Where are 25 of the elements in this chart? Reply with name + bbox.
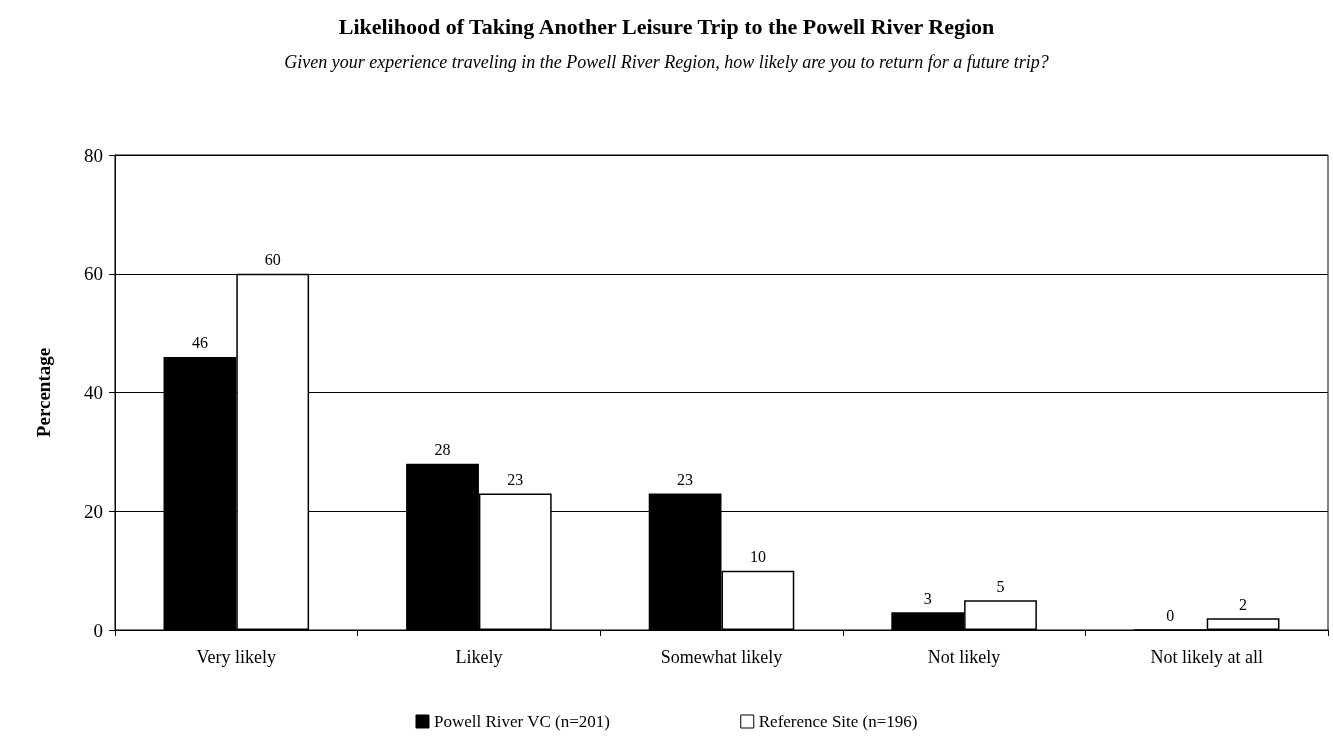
legend-label: Reference Site (n=196) (758, 712, 918, 731)
data-label: 28 (434, 441, 451, 459)
data-label: 0 (1166, 606, 1175, 624)
y-tick-label: 0 (93, 619, 103, 641)
x-tick-label: Not likely at all (1150, 647, 1263, 667)
y-tick-label: 60 (84, 263, 103, 285)
y-tick-label: 20 (84, 500, 103, 522)
data-label: 10 (749, 548, 766, 566)
y-tick-label: 80 (84, 144, 103, 166)
data-label: 23 (507, 470, 524, 488)
x-tick-label: Somewhat likely (660, 647, 783, 667)
y-axis-title: Percentage (33, 347, 54, 438)
data-label: 46 (191, 334, 208, 352)
y-tick-label: 40 (84, 382, 103, 403)
x-tick-label: Not likely (927, 647, 1001, 667)
data-label: 2 (1239, 595, 1248, 613)
data-label: 3 (923, 589, 932, 607)
data-label: 5 (996, 577, 1005, 595)
data-label: 60 (264, 251, 281, 269)
legend-label: Powell River VC (n=201) (433, 712, 610, 731)
x-tick-label: Likely (455, 647, 503, 667)
data-label: 23 (677, 470, 694, 488)
chart-title: Likelihood of Taking Another Leisure Trip to the Powell River Region (338, 13, 995, 39)
x-tick-label: Very likely (196, 647, 277, 667)
chart-subtitle: Given your experience traveling in the Powell River Region, how likely are you to return for a future trip? (284, 52, 1049, 72)
